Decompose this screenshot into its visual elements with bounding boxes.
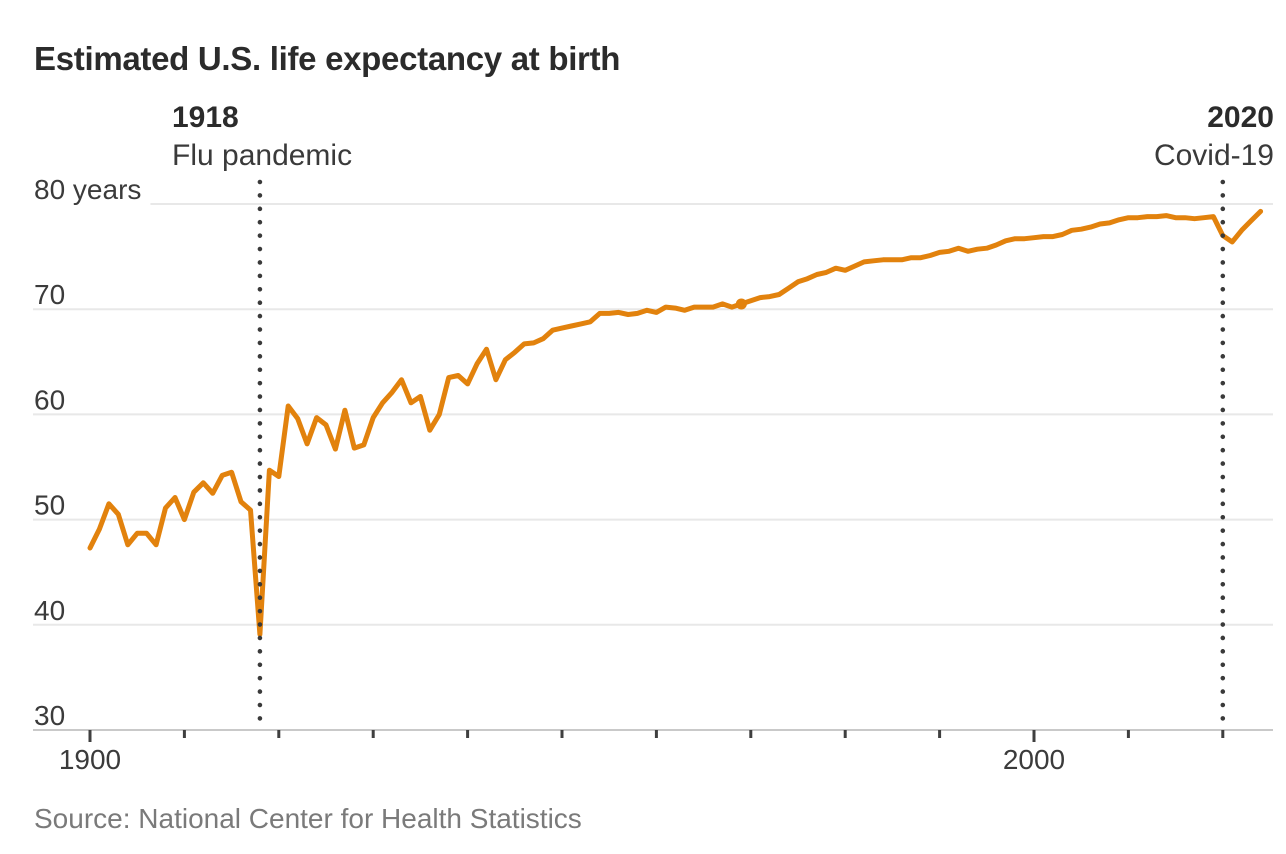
y-tick-label-60: 60 [34,384,65,415]
y-tick-label-70: 70 [34,279,65,310]
y-tick-label-80: 80 years [34,174,141,205]
y-tick-label-50: 50 [34,490,65,521]
annotation-1918-year: 1918 [172,101,239,134]
highlight-point [735,298,747,310]
annotation-2020-year: 2020 [1207,101,1274,134]
annotation-1918-label: Flu pandemic [172,139,353,172]
annotation-2020: 2020 Covid-19 [1154,101,1274,173]
life-expectancy-line [87,208,1264,637]
x-tick-label-2000: 2000 [1003,744,1065,775]
annotation-2020-label: Covid-19 [1153,139,1274,172]
source-note: Source: National Center for Health Stati… [34,803,582,834]
y-tick-label-40: 40 [34,595,65,626]
annotation-1918: 1918 Flu pandemic [172,101,352,173]
x-tick-label-1900: 1900 [59,744,121,775]
chart-title: Estimated U.S. life expectancy at birth [34,40,621,77]
y-tick-label-30: 30 [34,700,65,731]
